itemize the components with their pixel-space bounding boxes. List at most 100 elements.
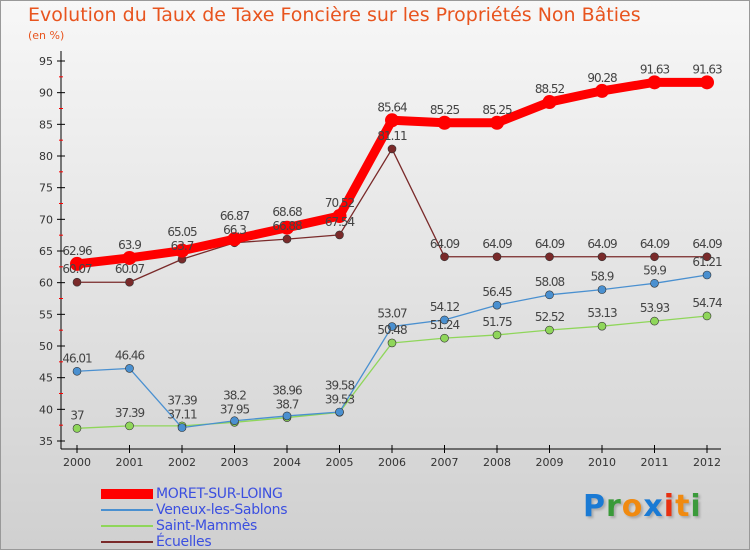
data-point <box>492 252 502 262</box>
data-point <box>492 330 502 340</box>
x-tick-label: 2000 <box>63 456 91 469</box>
data-label: 58.9 <box>591 270 614 284</box>
data-point <box>440 333 449 343</box>
x-tick-label: 2003 <box>221 456 249 469</box>
data-label: 61.21 <box>692 255 722 269</box>
data-point <box>597 252 607 262</box>
proxiti-logo: Proxiti <box>583 489 702 524</box>
data-label: 59.9 <box>643 263 666 277</box>
data-label: 37 <box>70 408 84 422</box>
data-label: 67.54 <box>325 215 355 229</box>
data-point <box>387 338 397 348</box>
data-point <box>72 277 82 287</box>
legend-swatch <box>101 509 153 511</box>
data-label: 70.52 <box>325 196 355 210</box>
data-label: 37.39 <box>167 394 197 408</box>
data-label: 85.25 <box>482 103 512 117</box>
data-point <box>650 252 659 262</box>
data-label: 51.24 <box>430 318 460 332</box>
y-tick-label: 75 <box>39 182 53 195</box>
data-point <box>282 411 292 421</box>
x-tick-label: 2011 <box>641 456 669 469</box>
data-label: 64.09 <box>692 237 722 251</box>
data-point <box>282 234 292 244</box>
data-label: 63.9 <box>118 238 141 252</box>
data-point <box>280 220 294 235</box>
data-label: 53.93 <box>640 301 670 315</box>
data-point <box>335 230 344 240</box>
data-label: 68.68 <box>272 205 302 219</box>
series-line <box>77 148 707 283</box>
data-label: 66.88 <box>272 219 302 233</box>
data-label: 66.87 <box>220 209 250 223</box>
data-label: 88.52 <box>535 82 565 96</box>
data-label: 58.08 <box>535 275 565 289</box>
data-label: 37.39 <box>115 406 145 420</box>
y-tick-label: 40 <box>39 403 53 416</box>
data-point <box>440 252 449 262</box>
data-label: 60.07 <box>62 262 92 276</box>
y-tick-label: 45 <box>39 372 53 385</box>
y-tick-label: 70 <box>39 213 53 226</box>
data-point <box>647 75 662 90</box>
data-label: 54.12 <box>430 300 460 314</box>
legend-swatch <box>101 525 153 527</box>
data-point <box>70 256 84 271</box>
legend-swatch <box>101 489 153 499</box>
data-point <box>177 423 187 432</box>
y-tick-label: 95 <box>39 55 53 68</box>
data-point <box>335 407 344 417</box>
y-tick-label: 85 <box>39 118 53 131</box>
data-label: 60.07 <box>115 262 145 276</box>
y-tick-label: 50 <box>39 340 53 353</box>
data-label: 64.09 <box>535 237 565 251</box>
data-point <box>125 421 134 431</box>
data-point <box>650 316 659 326</box>
data-label: 50.48 <box>377 323 407 337</box>
legend: MORET-SUR-LOING Veneux-les-Sablons Saint… <box>101 486 288 550</box>
data-point <box>125 277 134 287</box>
data-label: 64.09 <box>482 237 512 251</box>
data-point <box>545 252 554 262</box>
data-label: 64.09 <box>430 237 460 251</box>
x-tick-label: 2004 <box>273 456 301 469</box>
data-label: 46.46 <box>115 348 145 362</box>
data-point <box>490 115 504 130</box>
data-label: 53.07 <box>377 307 407 321</box>
data-label: 91.63 <box>692 62 722 76</box>
data-point <box>650 278 659 288</box>
data-point <box>122 250 137 265</box>
legend-item: Écuelles <box>101 534 287 550</box>
data-point <box>492 300 502 310</box>
data-label: 81.11 <box>377 129 407 143</box>
data-label: 38.96 <box>272 384 302 398</box>
data-label: 37.95 <box>220 402 250 416</box>
legend-item: Saint-Mammès <box>101 518 287 534</box>
y-tick-label: 55 <box>39 308 53 321</box>
y-axis-unit: (en %) <box>28 29 65 42</box>
data-point <box>332 209 347 224</box>
data-label: 52.52 <box>535 310 565 324</box>
data-label: 39.58 <box>325 378 355 392</box>
data-point <box>72 424 82 433</box>
data-label: 66.3 <box>223 223 246 237</box>
legend-label: MORET-SUR-LOING <box>156 486 283 502</box>
y-tick-label: 35 <box>39 435 53 448</box>
data-point <box>545 290 554 300</box>
data-point <box>385 113 399 128</box>
x-tick-label: 2009 <box>536 456 564 469</box>
data-label: 53.13 <box>587 306 617 320</box>
x-tick-label: 2010 <box>588 456 616 469</box>
data-label: 54.74 <box>692 296 722 310</box>
data-point <box>227 232 242 247</box>
data-label: 38.7 <box>276 398 299 412</box>
x-tick-label: 2007 <box>431 456 459 469</box>
data-point <box>597 285 607 294</box>
chart-title: Evolution du Taux de Taxe Foncière sur l… <box>28 4 641 26</box>
legend-swatch <box>101 541 153 543</box>
legend-item: MORET-SUR-LOING <box>101 486 287 502</box>
y-tick-label: 65 <box>39 245 53 258</box>
data-label: 38.2 <box>223 388 246 402</box>
data-label: 85.64 <box>377 100 407 114</box>
